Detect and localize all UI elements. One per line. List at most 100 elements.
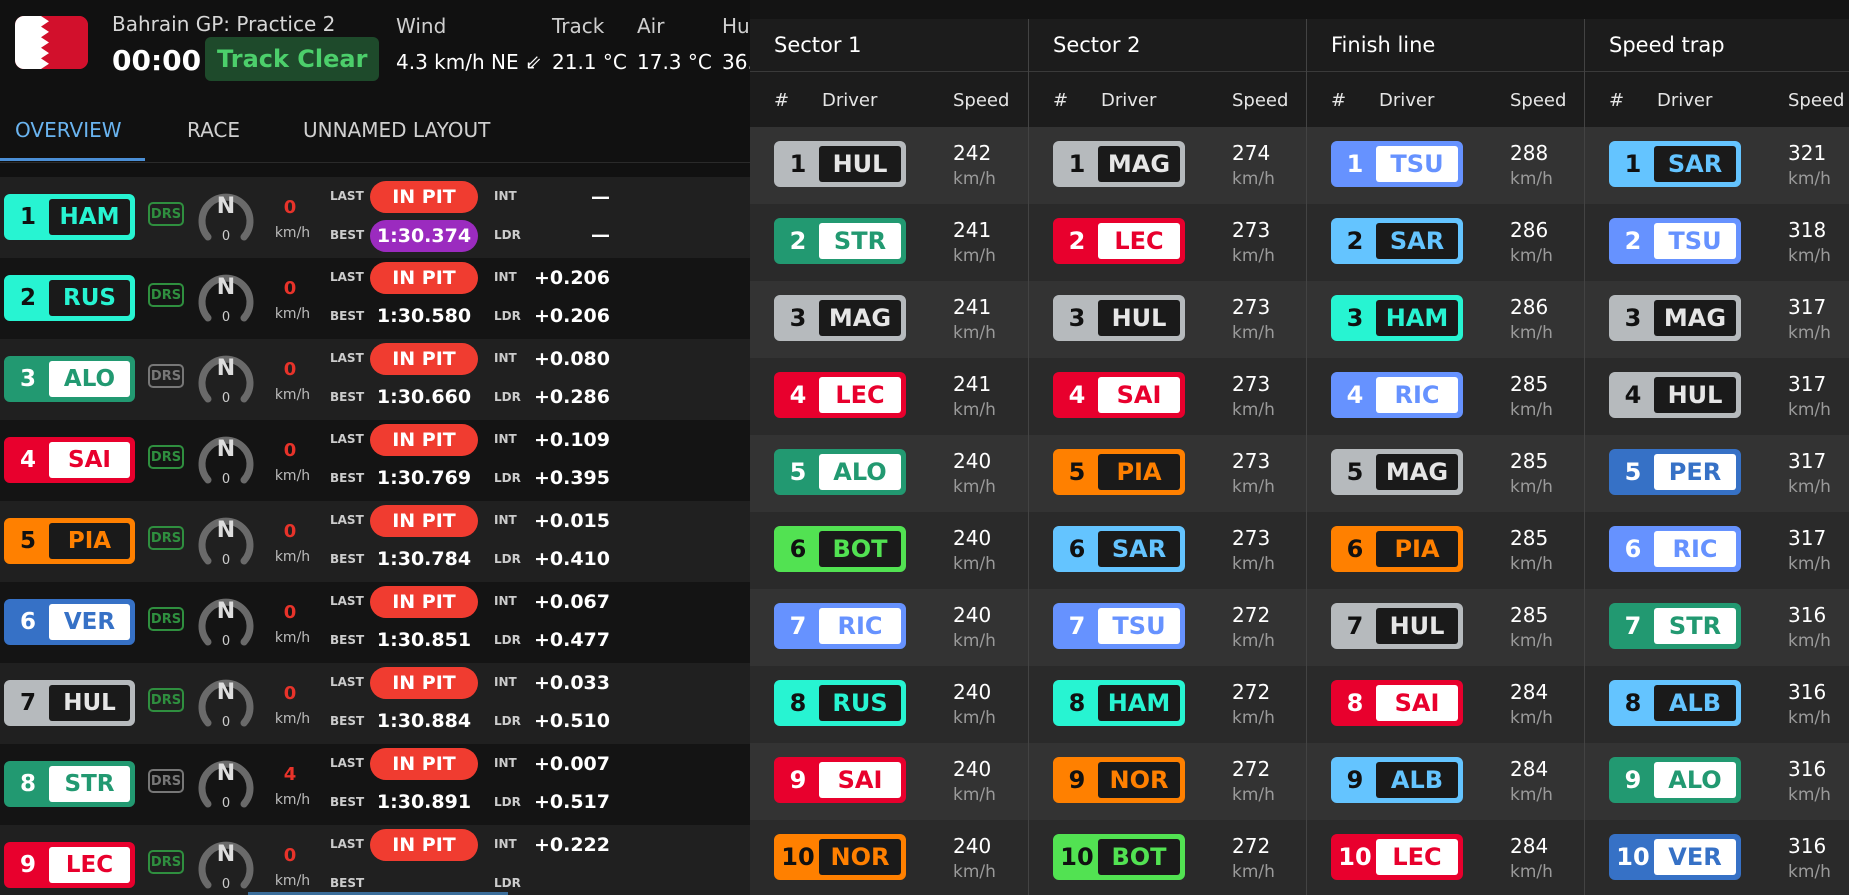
driver-badge[interactable]: 5 ALO: [774, 449, 906, 495]
speed-row[interactable]: 3 MAG 317 km/h: [1585, 281, 1849, 358]
speed-row[interactable]: 3 MAG 241 km/h: [750, 281, 1028, 358]
driver-row[interactable]: 4 SAI DRS N 0 0 km/h LAST BEST INT LDR IN PIT 1:30.7…: [0, 420, 750, 501]
driver-row[interactable]: 5 PIA DRS N 0 0 km/h LAST BEST INT LDR IN PIT 1:30.7…: [0, 501, 750, 582]
speed-row[interactable]: 10 NOR 240 km/h: [750, 820, 1028, 895]
speed-row[interactable]: 6 RIC 317 km/h: [1585, 512, 1849, 589]
driver-badge[interactable]: 8 STR: [4, 761, 135, 807]
speed-row[interactable]: 10 VER 316 km/h: [1585, 820, 1849, 895]
speed-row[interactable]: 4 LEC 241 km/h: [750, 358, 1028, 435]
driver-badge[interactable]: 4 SAI: [4, 437, 135, 483]
speed-row[interactable]: 9 ALB 284 km/h: [1307, 743, 1585, 820]
driver-badge[interactable]: 6 BOT: [774, 526, 906, 572]
driver-badge[interactable]: 6 SAR: [1053, 526, 1185, 572]
speed-row[interactable]: 2 TSU 318 km/h: [1585, 204, 1849, 281]
speed-row[interactable]: 7 HUL 285 km/h: [1307, 589, 1585, 666]
speed-row[interactable]: 3 HUL 273 km/h: [1029, 281, 1307, 358]
driver-badge[interactable]: 4 LEC: [774, 372, 906, 418]
driver-badge[interactable]: 7 TSU: [1053, 603, 1185, 649]
driver-badge[interactable]: 5 PIA: [4, 518, 135, 564]
driver-badge[interactable]: 1 SAR: [1609, 141, 1741, 187]
speed-row[interactable]: 6 SAR 273 km/h: [1029, 512, 1307, 589]
driver-badge[interactable]: 8 RUS: [774, 680, 906, 726]
speed-row[interactable]: 7 STR 316 km/h: [1585, 589, 1849, 666]
driver-badge[interactable]: 7 STR: [1609, 603, 1741, 649]
driver-badge[interactable]: 2 TSU: [1609, 218, 1741, 264]
driver-badge[interactable]: 7 HUL: [1331, 603, 1463, 649]
speed-row[interactable]: 10 LEC 284 km/h: [1307, 820, 1585, 895]
driver-badge[interactable]: 10 LEC: [1331, 834, 1463, 880]
speed-row[interactable]: 5 PER 317 km/h: [1585, 435, 1849, 512]
speed-row[interactable]: 2 SAR 286 km/h: [1307, 204, 1585, 281]
speed-row[interactable]: 8 HAM 272 km/h: [1029, 666, 1307, 743]
scrollbar[interactable]: [248, 892, 508, 895]
speed-row[interactable]: 10 BOT 272 km/h: [1029, 820, 1307, 895]
speed-row[interactable]: 8 ALB 316 km/h: [1585, 666, 1849, 743]
speed-row[interactable]: 2 STR 241 km/h: [750, 204, 1028, 281]
driver-badge[interactable]: 7 RIC: [774, 603, 906, 649]
driver-row[interactable]: 7 HUL DRS N 0 0 km/h LAST BEST INT LDR IN PIT 1:30.8…: [0, 663, 750, 744]
driver-badge[interactable]: 6 RIC: [1609, 526, 1741, 572]
driver-row[interactable]: 6 VER DRS N 0 0 km/h LAST BEST INT LDR IN PIT 1:30.8…: [0, 582, 750, 663]
driver-row[interactable]: 1 HAM DRS N 0 0 km/h LAST BEST INT LDR IN PIT 1:30.3…: [0, 177, 750, 258]
tab-race[interactable]: RACE: [187, 118, 241, 142]
driver-badge[interactable]: 5 PER: [1609, 449, 1741, 495]
driver-badge[interactable]: 3 ALO: [4, 356, 135, 402]
driver-badge[interactable]: 10 VER: [1609, 834, 1741, 880]
driver-row[interactable]: 2 RUS DRS N 0 0 km/h LAST BEST INT LDR IN PIT 1:30.5…: [0, 258, 750, 339]
driver-badge[interactable]: 4 RIC: [1331, 372, 1463, 418]
driver-badge[interactable]: 8 SAI: [1331, 680, 1463, 726]
driver-badge[interactable]: 3 MAG: [774, 295, 906, 341]
driver-badge[interactable]: 9 NOR: [1053, 757, 1185, 803]
driver-badge[interactable]: 10 NOR: [774, 834, 906, 880]
driver-badge[interactable]: 8 HAM: [1053, 680, 1185, 726]
driver-badge[interactable]: 9 LEC: [4, 842, 135, 888]
driver-badge[interactable]: 10 BOT: [1053, 834, 1185, 880]
driver-badge[interactable]: 9 ALB: [1331, 757, 1463, 803]
driver-badge[interactable]: 8 ALB: [1609, 680, 1741, 726]
speed-row[interactable]: 7 RIC 240 km/h: [750, 589, 1028, 666]
speed-row[interactable]: 1 TSU 288 km/h: [1307, 127, 1585, 204]
tab-unnamed-layout[interactable]: UNNAMED LAYOUT: [303, 118, 491, 142]
speed-row[interactable]: 1 HUL 242 km/h: [750, 127, 1028, 204]
speed-row[interactable]: 1 SAR 321 km/h: [1585, 127, 1849, 204]
speed-row[interactable]: 7 TSU 272 km/h: [1029, 589, 1307, 666]
driver-badge[interactable]: 3 HUL: [1053, 295, 1185, 341]
driver-badge[interactable]: 9 ALO: [1609, 757, 1741, 803]
speed-row[interactable]: 6 BOT 240 km/h: [750, 512, 1028, 589]
speed-row[interactable]: 1 MAG 274 km/h: [1029, 127, 1307, 204]
driver-row[interactable]: 9 LEC DRS N 0 0 km/h LAST BEST INT LDR IN PIT +0.222: [0, 825, 750, 895]
driver-badge[interactable]: 2 SAR: [1331, 218, 1463, 264]
driver-row[interactable]: 3 ALO DRS N 0 0 km/h LAST BEST INT LDR IN PIT 1:30.6…: [0, 339, 750, 420]
speed-row[interactable]: 8 RUS 240 km/h: [750, 666, 1028, 743]
driver-badge[interactable]: 5 MAG: [1331, 449, 1463, 495]
tab-overview[interactable]: OVERVIEW: [15, 118, 122, 142]
speed-row[interactable]: 4 RIC 285 km/h: [1307, 358, 1585, 435]
speed-row[interactable]: 4 HUL 317 km/h: [1585, 358, 1849, 435]
speed-row[interactable]: 5 ALO 240 km/h: [750, 435, 1028, 512]
speed-row[interactable]: 5 MAG 285 km/h: [1307, 435, 1585, 512]
driver-badge[interactable]: 4 SAI: [1053, 372, 1185, 418]
driver-badge[interactable]: 1 MAG: [1053, 141, 1185, 187]
speed-row[interactable]: 9 SAI 240 km/h: [750, 743, 1028, 820]
driver-badge[interactable]: 4 HUL: [1609, 372, 1741, 418]
driver-badge[interactable]: 2 RUS: [4, 275, 135, 321]
driver-badge[interactable]: 6 PIA: [1331, 526, 1463, 572]
speed-row[interactable]: 4 SAI 273 km/h: [1029, 358, 1307, 435]
speed-row[interactable]: 2 LEC 273 km/h: [1029, 204, 1307, 281]
driver-badge[interactable]: 2 LEC: [1053, 218, 1185, 264]
driver-badge[interactable]: 6 VER: [4, 599, 135, 645]
driver-badge[interactable]: 1 HUL: [774, 141, 906, 187]
driver-badge[interactable]: 1 HAM: [4, 194, 135, 240]
driver-badge[interactable]: 9 SAI: [774, 757, 906, 803]
speed-row[interactable]: 6 PIA 285 km/h: [1307, 512, 1585, 589]
driver-badge[interactable]: 5 PIA: [1053, 449, 1185, 495]
driver-badge[interactable]: 2 STR: [774, 218, 906, 264]
driver-badge[interactable]: 7 HUL: [4, 680, 135, 726]
speed-row[interactable]: 3 HAM 286 km/h: [1307, 281, 1585, 358]
driver-badge[interactable]: 3 MAG: [1609, 295, 1741, 341]
speed-row[interactable]: 5 PIA 273 km/h: [1029, 435, 1307, 512]
driver-row[interactable]: 8 STR DRS N 0 4 km/h LAST BEST INT LDR IN PIT 1:30.8…: [0, 744, 750, 825]
driver-badge[interactable]: 1 TSU: [1331, 141, 1463, 187]
speed-row[interactable]: 9 ALO 316 km/h: [1585, 743, 1849, 820]
speed-row[interactable]: 9 NOR 272 km/h: [1029, 743, 1307, 820]
